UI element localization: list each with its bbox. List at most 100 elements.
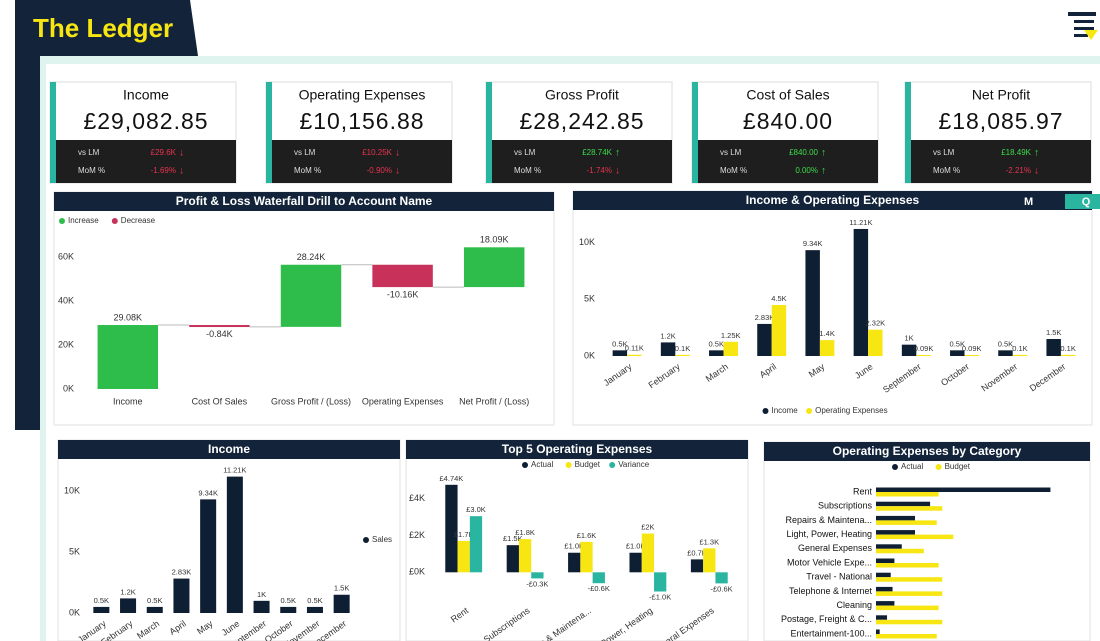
bar (876, 586, 893, 592)
bar (333, 594, 350, 613)
toggle-label[interactable]: Q (1082, 196, 1091, 208)
value-label: 4.5K (771, 294, 786, 303)
legend-label: Variance (618, 460, 650, 469)
value-label: 1.2K (660, 331, 675, 340)
bar (876, 548, 924, 554)
bar (723, 341, 738, 356)
kpi-arrow: ↑ (615, 148, 620, 159)
legend-label: Sales (372, 535, 392, 544)
bar (876, 601, 895, 606)
toggle-button[interactable] (1065, 194, 1100, 209)
y-tick-label: Repairs & Maintena... (785, 515, 872, 525)
value-label: 1.4K (819, 329, 834, 338)
y-tick-label: Subscriptions (818, 501, 873, 511)
bar (876, 530, 916, 535)
y-tick-label: Rent (853, 486, 873, 496)
kpi-title: Gross Profit (545, 87, 619, 103)
bar (876, 520, 937, 525)
legend-marker (762, 408, 769, 414)
menu-icon[interactable] (1068, 12, 1098, 40)
kpi-row-label: MoM % (514, 166, 541, 175)
legend-marker (935, 464, 942, 470)
kpi-row-value: £10.25K (362, 148, 392, 157)
value-label: 11.21K (849, 218, 872, 227)
y-tick-label: Entertainment-100... (790, 628, 872, 638)
value-label: -0.84K (206, 329, 233, 339)
bar (675, 354, 690, 356)
kpi-arrow: ↓ (179, 166, 184, 177)
bar (876, 629, 880, 634)
value-label: -10.16K (387, 289, 419, 299)
kpi-footer (911, 140, 1091, 183)
x-tick-label: Operating Expenses (362, 396, 444, 406)
kpi-row-value: -1.69% (151, 166, 176, 175)
y-tick-label: 40K (58, 295, 74, 305)
legend-label: Increase (68, 216, 99, 225)
y-tick-label: Travel - National (806, 572, 872, 582)
bar (819, 340, 835, 356)
legend-label: Actual (901, 462, 923, 471)
kpi-row-value: -2.21% (1006, 166, 1031, 175)
kpi-stripe (50, 82, 56, 183)
legend-marker (806, 408, 813, 414)
chart-title: Operating Expenses by Category (833, 444, 1022, 458)
kpi-title: Cost of Sales (746, 87, 829, 103)
chart-title: Profit & Loss Waterfall Drill to Account… (176, 194, 433, 208)
bar (876, 619, 943, 625)
y-tick-label: £2K (409, 530, 425, 540)
value-label: 9.34K (803, 239, 823, 248)
value-label: 29.08K (114, 312, 143, 322)
value-label: £3.0K (466, 505, 486, 514)
toggle-label[interactable]: M (1024, 196, 1033, 208)
kpi-value: £18,085.97 (938, 108, 1063, 134)
legend-label: Budget (575, 460, 601, 469)
y-tick-label: 10K (579, 237, 595, 247)
kpi-arrow: ↑ (821, 166, 826, 177)
bar (629, 552, 642, 573)
kpi-row-label: vs LM (514, 148, 536, 157)
bar (253, 600, 270, 613)
bar (964, 354, 979, 356)
chart-panel (572, 190, 1093, 426)
value-label: 0.5K (147, 596, 162, 605)
value-label: 0.5K (281, 596, 296, 605)
kpi-row-value: -0.90% (367, 166, 392, 175)
value-label: £4.74K (440, 474, 464, 483)
bar (660, 342, 676, 356)
bar (531, 572, 544, 579)
kpi-value: £840.00 (743, 108, 833, 134)
kpi-arrow: ↑ (821, 148, 826, 159)
value-label: 2.83K (172, 568, 192, 577)
legend-marker (111, 218, 118, 224)
bar (1046, 339, 1061, 356)
kpi-row-label: MoM % (294, 166, 321, 175)
kpi-row-label: MoM % (78, 166, 105, 175)
legend-marker (59, 218, 65, 224)
kpi-stripe (266, 82, 272, 183)
y-tick-label: £0K (409, 567, 425, 577)
kpi-arrow: ↓ (179, 148, 184, 159)
y-tick-label: General Expenses (798, 543, 873, 553)
value-label: 0.5K (950, 339, 965, 348)
value-label: 0.5K (709, 339, 724, 348)
kpi-title: Operating Expenses (299, 87, 426, 103)
bar (580, 541, 593, 573)
bar (876, 572, 891, 578)
bar (463, 247, 525, 288)
bar (612, 350, 628, 356)
bar (950, 350, 965, 356)
y-tick-label: 10K (64, 486, 80, 496)
value-label: 1.2K (120, 587, 135, 596)
bar (876, 634, 937, 639)
kpi-arrow: ↓ (1034, 166, 1039, 177)
value-label: 1.5K (1046, 328, 1061, 337)
bar (805, 250, 820, 356)
kpi-row-label: MoM % (720, 166, 747, 175)
y-tick-label: 20K (58, 339, 74, 349)
kpi-value: £28,242.85 (519, 108, 644, 134)
value-label: 0.1K (1060, 344, 1075, 353)
legend-label: Operating Expenses (815, 406, 888, 415)
value-label: £1.8K (515, 528, 535, 537)
bar (568, 552, 581, 573)
